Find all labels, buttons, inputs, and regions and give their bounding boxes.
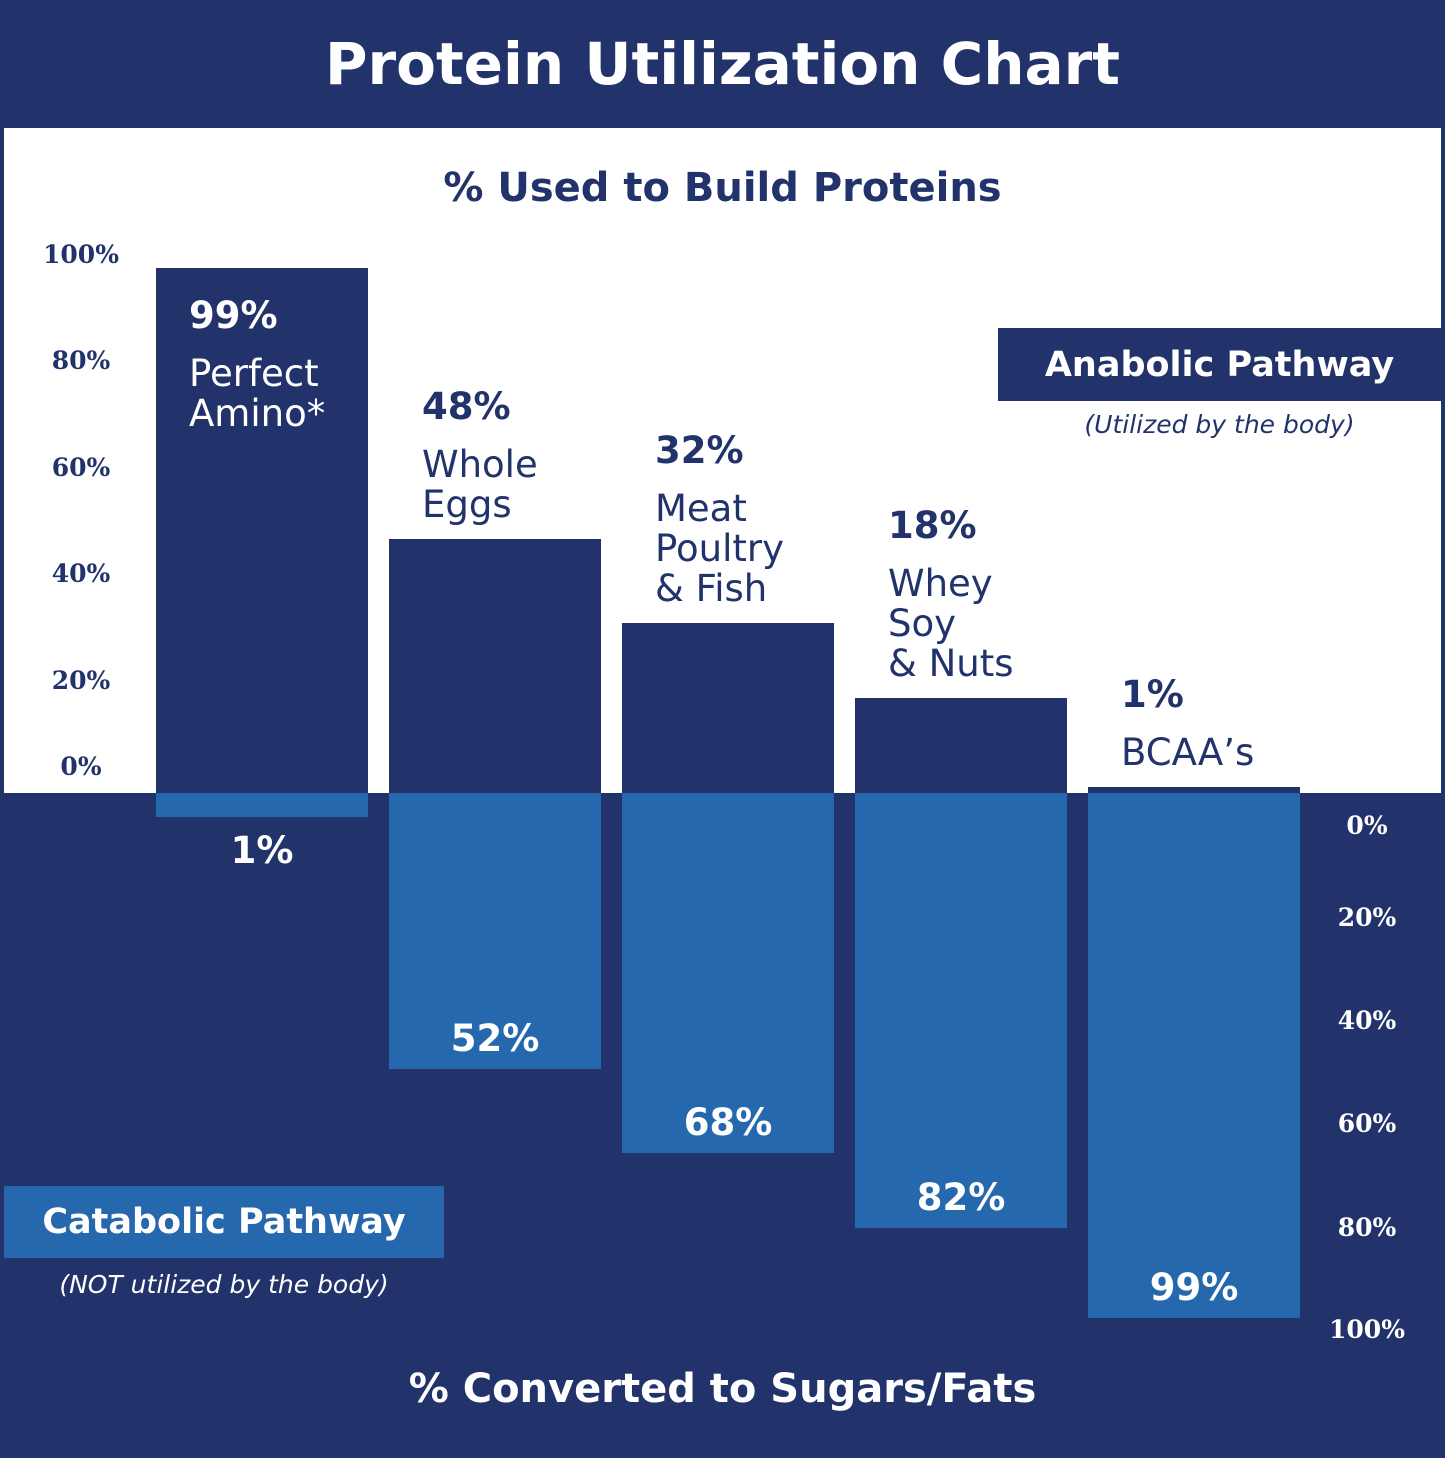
- anabolic-bar: [855, 697, 1067, 793]
- catabolic-value-label: 68%: [683, 1101, 773, 1145]
- left-tick-label: 80%: [51, 346, 111, 375]
- anabolic-legend: Anabolic Pathway: [998, 328, 1441, 401]
- top-axis-title: % Used to Build Proteins: [443, 165, 1002, 211]
- category-name-line: & Fish: [655, 567, 768, 611]
- category-name-line: Whole: [422, 442, 538, 486]
- category-name-line: Perfect: [189, 352, 319, 396]
- catabolic-value-label: 82%: [916, 1175, 1006, 1219]
- chart-title: Protein Utilization Chart: [324, 30, 1120, 98]
- anabolic-bar: [1088, 787, 1300, 793]
- category-label: 48% Whole Eggs: [422, 384, 538, 526]
- anabolic-legend-sub: (Utilized by the body): [1084, 410, 1355, 439]
- catabolic-bar: [622, 793, 834, 1154]
- left-tick-label: 0%: [60, 752, 102, 781]
- right-tick-label: 40%: [1337, 1006, 1397, 1035]
- right-tick-label: 0%: [1346, 811, 1388, 840]
- anabolic-value-label: 99%: [189, 294, 278, 338]
- anabolic-bar: [622, 623, 834, 793]
- left-tick-label: 100%: [43, 240, 119, 269]
- bottom-axis-title: % Converted to Sugars/Fats: [408, 1366, 1037, 1412]
- category-name-line: BCAA’s: [1121, 731, 1255, 774]
- catabolic-value-label: 1%: [230, 829, 294, 872]
- catabolic-legend: Catabolic Pathway: [4, 1186, 444, 1258]
- left-tick-label: 40%: [51, 559, 111, 588]
- catabolic-bar: [156, 793, 368, 817]
- category-name-line: Whey: [888, 561, 993, 605]
- catabolic-bar: [389, 793, 601, 1069]
- anabolic-bar: [389, 538, 601, 793]
- category-name-line: Amino*: [189, 392, 326, 436]
- category-label: 99% Perfect Amino*: [189, 296, 325, 434]
- right-tick-label: 80%: [1337, 1213, 1397, 1242]
- catabolic-value-label: 99%: [1149, 1265, 1239, 1309]
- catabolic-bar: [1088, 793, 1300, 1318]
- anabolic-value-label: 18%: [888, 503, 977, 547]
- category-name-line: & Nuts: [888, 641, 1014, 685]
- category-label: 18% Whey Soy & Nuts: [888, 503, 1014, 685]
- catabolic-bar: [855, 793, 1067, 1228]
- catabolic-value-label: 52%: [450, 1016, 540, 1060]
- left-tick-label: 60%: [51, 453, 111, 482]
- right-tick-label: 60%: [1337, 1109, 1397, 1138]
- category-name-line: Soy: [888, 601, 957, 645]
- anabolic-value-label: 32%: [655, 429, 744, 473]
- right-tick-label: 100%: [1329, 1315, 1405, 1344]
- category-label: 32% Meat Poultry & Fish: [655, 431, 784, 609]
- category-name-line: Eggs: [422, 482, 512, 526]
- anabolic-bar: [156, 268, 368, 793]
- anabolic-value-label: 1%: [1121, 673, 1184, 716]
- category-name-line: Poultry: [655, 527, 784, 571]
- catabolic-legend-sub: (NOT utilized by the body): [59, 1270, 389, 1299]
- left-tick-label: 20%: [51, 666, 111, 695]
- category-name-line: Meat: [655, 487, 747, 531]
- category-label: 1% BCAA’s: [1121, 675, 1254, 773]
- right-tick-label: 20%: [1337, 903, 1397, 932]
- anabolic-value-label: 48%: [422, 384, 511, 428]
